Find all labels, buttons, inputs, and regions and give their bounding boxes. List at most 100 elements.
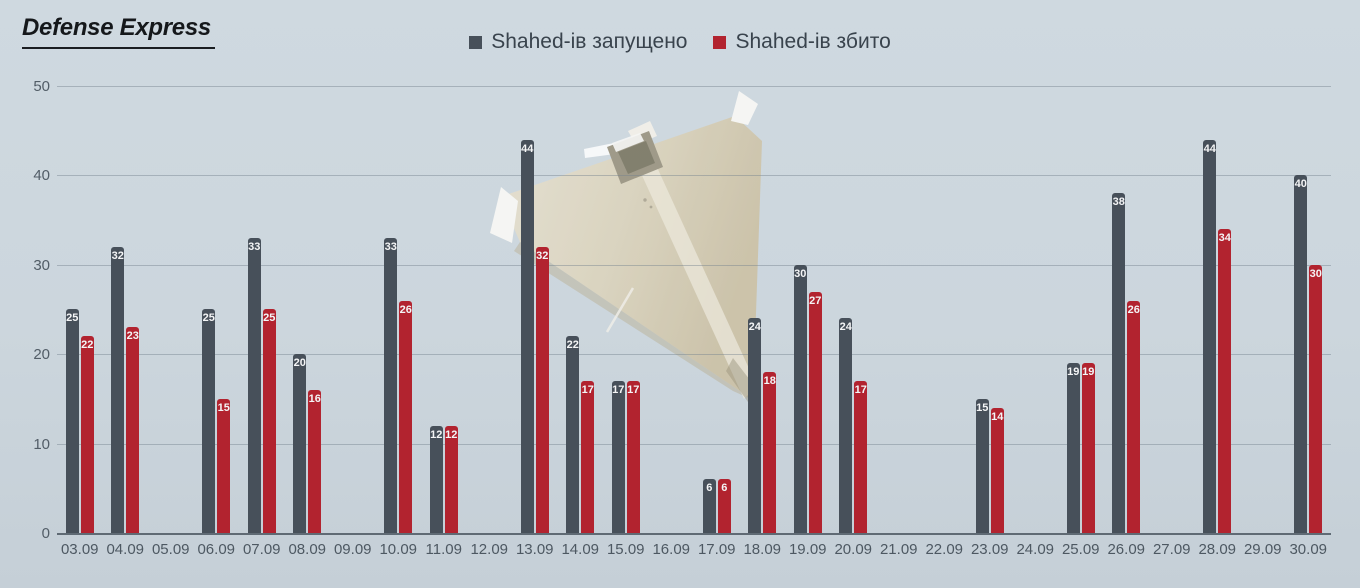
bar-value-label: 34 (1218, 232, 1231, 244)
bar-launched: 24 (839, 318, 853, 533)
x-tick-label: 14.09 (561, 541, 600, 558)
x-tick-label: 26.09 (1107, 541, 1146, 558)
x-tick-label: 08.09 (288, 541, 327, 558)
bar-value-label: 12 (445, 429, 458, 441)
bar-launched: 33 (384, 238, 398, 533)
x-tick-label: 18.09 (743, 541, 782, 558)
bar-value-label: 14 (991, 411, 1004, 423)
bar-downed: 12 (444, 426, 458, 533)
bar-value-label: 22 (81, 339, 94, 351)
bar-downed: 22 (80, 336, 94, 533)
bar-value-label: 32 (111, 250, 124, 262)
x-tick-label: 10.09 (379, 541, 418, 558)
bar-value-label: 17 (581, 384, 594, 396)
x-tick-label: 09.09 (333, 541, 372, 558)
legend-item-0: Shahed-ів запущено (469, 30, 687, 54)
bar-value-label: 23 (126, 330, 139, 342)
bar-value-label: 19 (1067, 366, 1080, 378)
category-24.09 (1013, 86, 1059, 533)
category-10.09: 33 26 (376, 86, 422, 533)
bar-value-label: 18 (763, 375, 776, 387)
bar-launched: 38 (1112, 193, 1126, 533)
bar-value-label: 16 (308, 393, 321, 405)
bar-value-label: 26 (1127, 304, 1140, 316)
category-21.09 (876, 86, 922, 533)
y-tick-label: 50 (33, 78, 50, 95)
bar-value-label: 12 (430, 429, 443, 441)
category-28.09: 44 34 (1195, 86, 1241, 533)
bar-downed: 23 (126, 327, 140, 533)
category-20.09: 24 17 (831, 86, 877, 533)
bar-downed: 17 (626, 381, 640, 533)
bar-launched: 12 (429, 426, 443, 533)
bar-value-label: 17 (854, 384, 867, 396)
category-06.09: 25 15 (194, 86, 240, 533)
x-tick-label: 24.09 (1016, 541, 1055, 558)
bar-value-label: 19 (1082, 366, 1095, 378)
category-26.09: 38 26 (1104, 86, 1150, 533)
bar-downed: 17 (854, 381, 868, 533)
bar-value-label: 17 (612, 384, 625, 396)
x-tick-label: 13.09 (515, 541, 554, 558)
bar-value-label: 27 (809, 295, 822, 307)
bar-launched: 25 (202, 309, 216, 533)
category-13.09: 44 32 (512, 86, 558, 533)
bar-launched: 6 (702, 479, 716, 533)
category-25.09: 19 19 (1058, 86, 1104, 533)
bar-downed: 27 (808, 292, 822, 533)
category-05.09 (148, 86, 194, 533)
bar-value-label: 17 (627, 384, 640, 396)
bar-launched: 15 (975, 399, 989, 533)
bar-launched: 32 (111, 247, 125, 533)
bar-launched: 40 (1294, 175, 1308, 533)
category-23.09: 15 14 (967, 86, 1013, 533)
category-16.09 (649, 86, 695, 533)
bars-row: 25 22 32 23 25 15 33 25 20 16 33 26 12 12 44 32 22 17 17 17… (57, 86, 1331, 533)
category-04.09: 32 23 (103, 86, 149, 533)
bar-launched: 25 (65, 309, 79, 533)
category-09.09 (330, 86, 376, 533)
x-tick-label: 06.09 (197, 541, 236, 558)
bar-value-label: 38 (1112, 196, 1125, 208)
bar-value-label: 25 (202, 312, 215, 324)
bar-value-label: 30 (1309, 268, 1322, 280)
bar-value-label: 25 (263, 312, 276, 324)
bar-downed: 26 (1127, 301, 1141, 533)
gridline-50 (57, 86, 1331, 87)
bar-downed: 25 (262, 309, 276, 533)
bar-downed: 6 (717, 479, 731, 533)
bar-launched: 20 (293, 354, 307, 533)
bar-launched: 19 (1066, 363, 1080, 533)
y-tick-label: 20 (33, 346, 50, 364)
x-tick-label: 22.09 (925, 541, 964, 558)
gridline-10 (57, 443, 1331, 445)
legend-label: Shahed-ів запущено (491, 30, 688, 53)
y-tick-label: 40 (33, 167, 50, 185)
category-22.09 (922, 86, 968, 533)
bar-value-label: 15 (217, 402, 230, 414)
x-tick-label: 27.09 (1152, 541, 1191, 558)
bar-value-label: 15 (976, 402, 989, 414)
x-tick-label: 05.09 (151, 541, 190, 558)
legend-swatch-icon (469, 35, 483, 49)
y-tick-label: 30 (33, 256, 50, 274)
x-tick-label: 23.09 (970, 541, 1009, 558)
x-tick-label: 16.09 (652, 541, 691, 558)
x-tick-label: 07.09 (242, 541, 281, 558)
bar-value-label: 32 (536, 250, 549, 262)
category-12.09 (467, 86, 513, 533)
legend-swatch-icon (713, 35, 727, 49)
bar-value-label: 33 (248, 241, 261, 253)
category-14.09: 22 17 (558, 86, 604, 533)
bar-launched: 44 (520, 140, 534, 533)
category-07.09: 33 25 (239, 86, 285, 533)
bar-launched: 44 (1203, 140, 1217, 533)
x-tick-label: 15.09 (606, 541, 645, 558)
bar-downed: 18 (763, 372, 777, 533)
bar-value-label: 6 (706, 482, 713, 494)
category-08.09: 20 16 (285, 86, 331, 533)
bar-downed: 15 (217, 399, 231, 533)
bar-launched: 17 (611, 381, 625, 533)
x-tick-label: 12.09 (470, 541, 509, 558)
